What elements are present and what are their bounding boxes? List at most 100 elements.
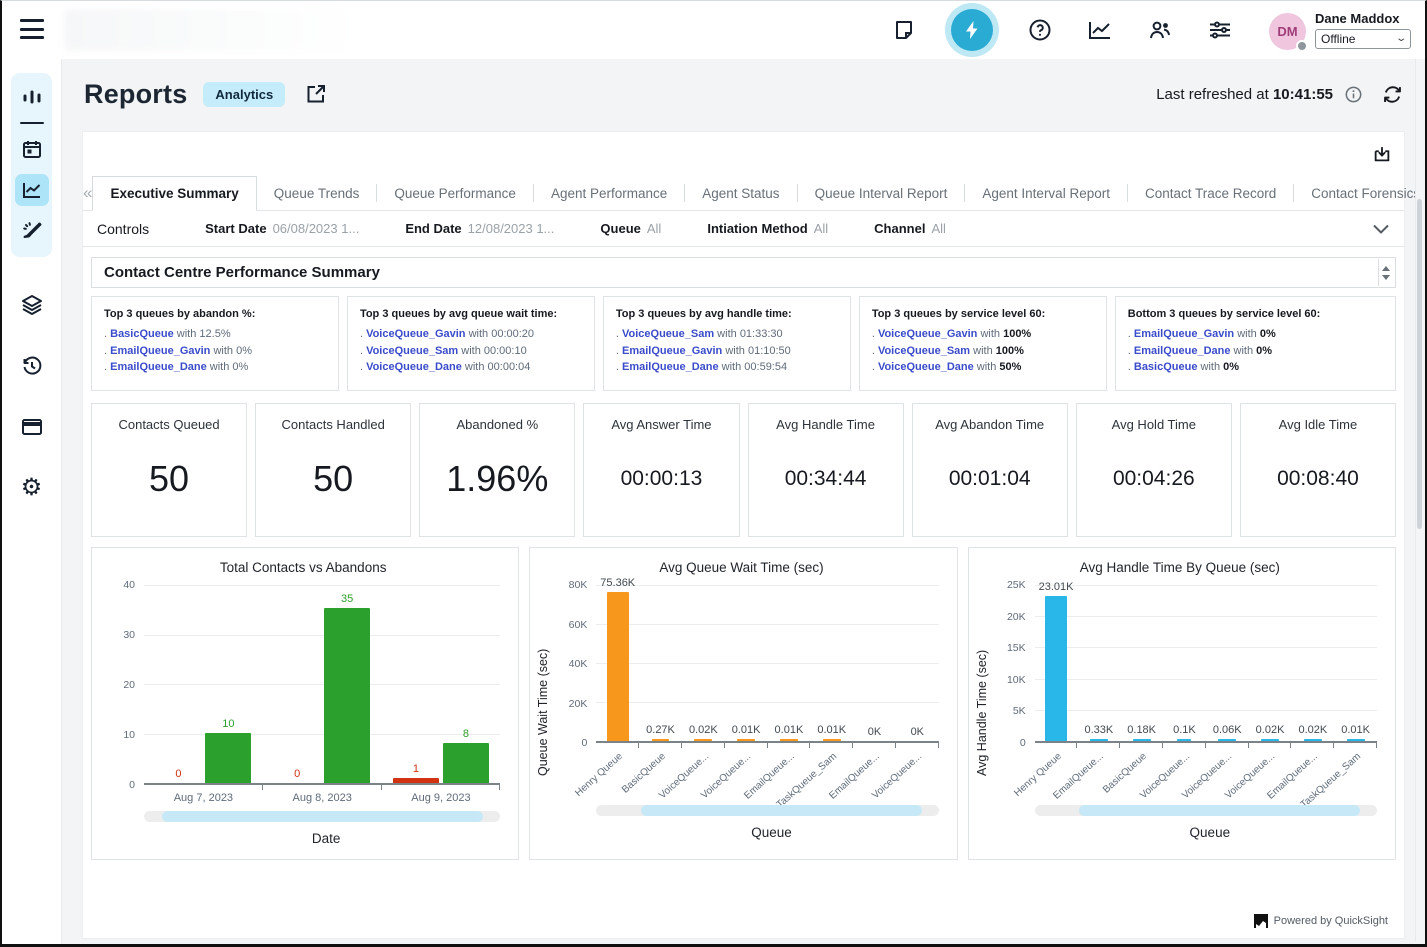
chart-scrollbar[interactable] [596,805,938,816]
bar[interactable] [443,743,489,783]
bar-chart-icon[interactable] [15,81,49,113]
tabs-scroll-left-icon[interactable]: « [83,176,92,210]
bar[interactable] [1045,596,1067,741]
external-link-icon[interactable] [305,83,327,105]
gear-icon[interactable]: ⚙ [15,472,49,504]
queue-link[interactable]: VoiceQueue_Dane [878,361,974,373]
agent-status-select[interactable]: Offline ⌄ [1315,29,1411,49]
queue-link[interactable]: EmailQueue_Dane [622,361,719,373]
chart-scrollbar[interactable] [144,811,500,822]
queue-link[interactable]: VoiceQueue_Gavin [366,328,465,340]
y-tick: 20 [123,679,135,691]
hamburger-icon[interactable] [20,19,44,39]
tab-queue-trends[interactable]: Queue Trends [257,176,377,210]
controls-collapse-icon[interactable] [1372,223,1390,235]
tab-queue-performance[interactable]: Queue Performance [377,176,533,210]
queue-link[interactable]: EmailQueue_Gavin [1134,328,1234,340]
queue-link[interactable]: EmailQueue_Dane [110,361,207,373]
queue-link[interactable]: VoiceQueue_Sam [622,328,714,340]
bar-value-label: 0.01K [1341,724,1370,736]
y-tick: 60K [569,619,588,631]
filter-end-date[interactable]: End Date12/08/2023 1... [405,221,554,236]
queue-link[interactable]: BasicQueue [1134,361,1198,373]
queue-link[interactable]: EmailQueue_Dane [1134,345,1231,357]
bar[interactable] [1347,739,1365,741]
window-scrollbar[interactable] [1415,59,1423,941]
kpi-label: Abandoned % [456,417,538,432]
y-tick: 10K [1007,674,1026,686]
bar[interactable] [324,608,370,783]
x-axis-label: Date [144,831,508,846]
queue-link[interactable]: VoiceQueue_Sam [878,345,970,357]
queue-stat-line: . EmailQueue_Gavin with 0% [104,343,326,360]
bar[interactable] [1261,739,1279,741]
filter-channel[interactable]: ChannelAll [874,221,946,236]
calendar-icon[interactable] [15,133,49,165]
filter-name: Start Date [205,221,266,236]
queue-link[interactable]: EmailQueue_Gavin [622,345,722,357]
bar[interactable] [780,739,798,741]
tab-agent-performance[interactable]: Agent Performance [534,176,684,210]
queue-stat-line: . EmailQueue_Gavin with 0% [1128,326,1383,343]
download-icon[interactable] [1372,144,1392,164]
bar-value-label: 1 [413,763,419,775]
summary-header: Contact Centre Performance Summary [91,257,1396,288]
bar[interactable] [1304,739,1322,741]
filter-start-date[interactable]: Start Date06/08/2023 1... [205,221,359,236]
tab-agent-interval-report[interactable]: Agent Interval Report [965,176,1127,210]
queue-value: 00:00:20 [491,328,534,340]
line-chart-icon[interactable] [15,174,49,206]
lightning-icon[interactable] [951,9,993,51]
bar[interactable] [737,739,755,741]
help-icon[interactable] [1023,13,1057,47]
bar[interactable] [205,733,251,783]
refresh-icon[interactable] [1382,84,1403,105]
bar[interactable] [1133,739,1151,741]
bar[interactable] [652,739,670,741]
history-icon[interactable] [15,350,49,382]
x-axis-label: Queue [596,825,946,840]
queue-stat-line: . EmailQueue_Dane with 0% [1128,343,1383,360]
preferences-icon[interactable] [1203,13,1237,47]
tab-queue-interval-report[interactable]: Queue Interval Report [798,176,965,210]
tab-agent-status[interactable]: Agent Status [685,176,796,210]
bar[interactable] [1177,739,1191,741]
layers-icon[interactable] [15,289,49,321]
bar[interactable] [1218,739,1236,741]
top-queues-cards: Top 3 queues by abandon %:. BasicQueue w… [91,296,1396,391]
top-queues-card: Top 3 queues by avg queue wait time:. Vo… [347,296,595,391]
window-icon[interactable] [15,411,49,443]
queue-link[interactable]: VoiceQueue_Dane [366,361,462,373]
bar-value-label: 0K [868,726,881,738]
queue-link[interactable]: VoiceQueue_Gavin [878,328,977,340]
bar[interactable] [1090,739,1108,741]
queue-link[interactable]: VoiceQueue_Sam [366,345,458,357]
metrics-icon[interactable] [1083,13,1117,47]
queue-value: 0% [1256,345,1272,357]
bar-value-label: 8 [463,728,469,740]
y-tick: 40 [123,579,135,591]
bar[interactable] [694,739,712,741]
tab-contact-forensics[interactable]: Contact Forensics [1294,176,1425,210]
tab-contact-trace-record[interactable]: Contact Trace Record [1128,176,1293,210]
analytics-badge: Analytics [203,82,285,107]
bar[interactable] [607,592,629,741]
filter-queue[interactable]: QueueAll [600,221,661,236]
bar[interactable] [393,778,439,783]
page-title: Reports [84,79,187,110]
tab-executive-summary[interactable]: Executive Summary [92,176,256,211]
summary-spinner[interactable] [1378,259,1393,286]
info-icon[interactable] [1345,86,1362,103]
users-icon[interactable] [1143,13,1177,47]
chart-scrollbar[interactable] [1035,805,1377,816]
brush-icon[interactable] [15,215,49,247]
queue-link[interactable]: BasicQueue [110,328,174,340]
queue-link[interactable]: EmailQueue_Gavin [110,345,210,357]
kpi-label: Avg Answer Time [611,417,711,432]
kpi-card-abandoned-: Abandoned %1.96% [419,403,575,537]
kpi-value: 50 [313,458,353,500]
note-icon[interactable] [887,13,921,47]
bar[interactable] [823,739,841,741]
report-tabs: « Executive SummaryQueue TrendsQueue Per… [83,176,1404,211]
filter-intiation-method[interactable]: Intiation MethodAll [707,221,828,236]
